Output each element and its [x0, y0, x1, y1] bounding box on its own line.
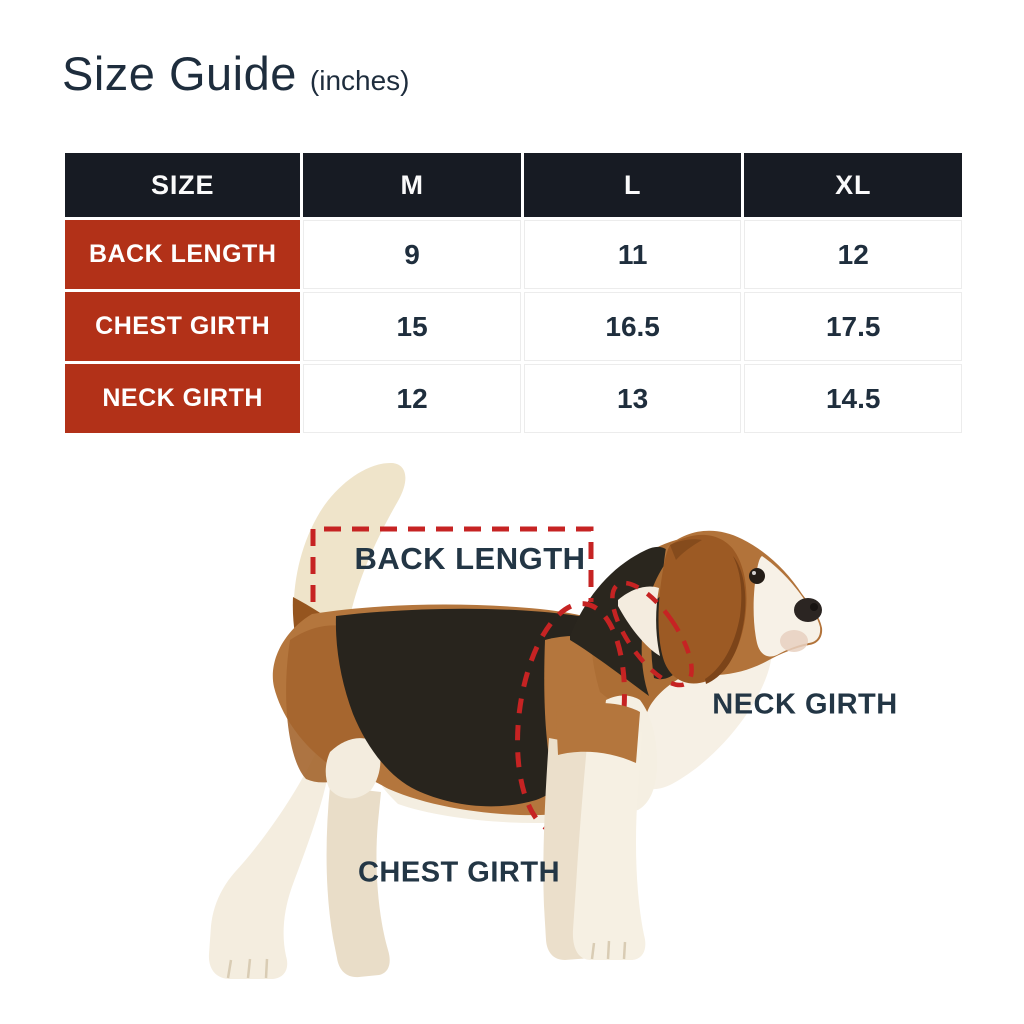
neck-girth-m: 12	[303, 364, 521, 433]
chest-girth-l: 16.5	[523, 292, 742, 361]
neck-girth-label: NECK GIRTH	[712, 688, 898, 721]
page-title: Size Guide (inches)	[62, 46, 410, 101]
table-row: CHEST GIRTH 15 16.5 17.5	[65, 292, 962, 361]
dog-ear	[658, 534, 747, 684]
row-label-back-length: BACK LENGTH	[65, 220, 301, 289]
dog-front-legs	[543, 703, 646, 960]
page-title-text: Size Guide	[62, 47, 297, 100]
dog-body	[272, 604, 652, 824]
back-length-label: BACK LENGTH	[354, 541, 586, 576]
chest-girth-label: CHEST GIRTH	[357, 856, 561, 889]
table-header-row: SIZE M L XL	[65, 153, 962, 217]
beagle-dog-illustration	[208, 462, 823, 979]
size-table: SIZE M L XL BACK LENGTH 9 11 12 CHEST GI…	[62, 150, 965, 436]
column-header-l: L	[523, 153, 742, 217]
dog-chin	[780, 630, 808, 652]
back-length-m: 9	[303, 220, 521, 289]
neck-girth-measure-ellipse	[610, 580, 694, 688]
chest-girth-m: 15	[303, 292, 521, 361]
dog-neck-head	[570, 530, 823, 812]
dog-nose	[794, 598, 822, 622]
back-length-xl: 12	[744, 220, 962, 289]
row-label-chest-girth: CHEST GIRTH	[65, 292, 301, 361]
column-header-xl: XL	[744, 153, 962, 217]
back-length-measure-line	[310, 526, 594, 602]
chest-girth-xl: 17.5	[744, 292, 962, 361]
column-header-size: SIZE	[65, 153, 301, 217]
dog-eye	[749, 568, 765, 584]
column-header-m: M	[303, 153, 521, 217]
table-row: BACK LENGTH 9 11 12	[65, 220, 962, 289]
dog-hind-legs	[208, 742, 390, 979]
back-length-l: 11	[523, 220, 742, 289]
page-title-units: (inches)	[309, 65, 410, 96]
neck-girth-l: 13	[523, 364, 742, 433]
table-row: NECK GIRTH 12 13 14.5	[65, 364, 962, 433]
row-label-neck-girth: NECK GIRTH	[65, 364, 301, 433]
neck-girth-xl: 14.5	[744, 364, 962, 433]
